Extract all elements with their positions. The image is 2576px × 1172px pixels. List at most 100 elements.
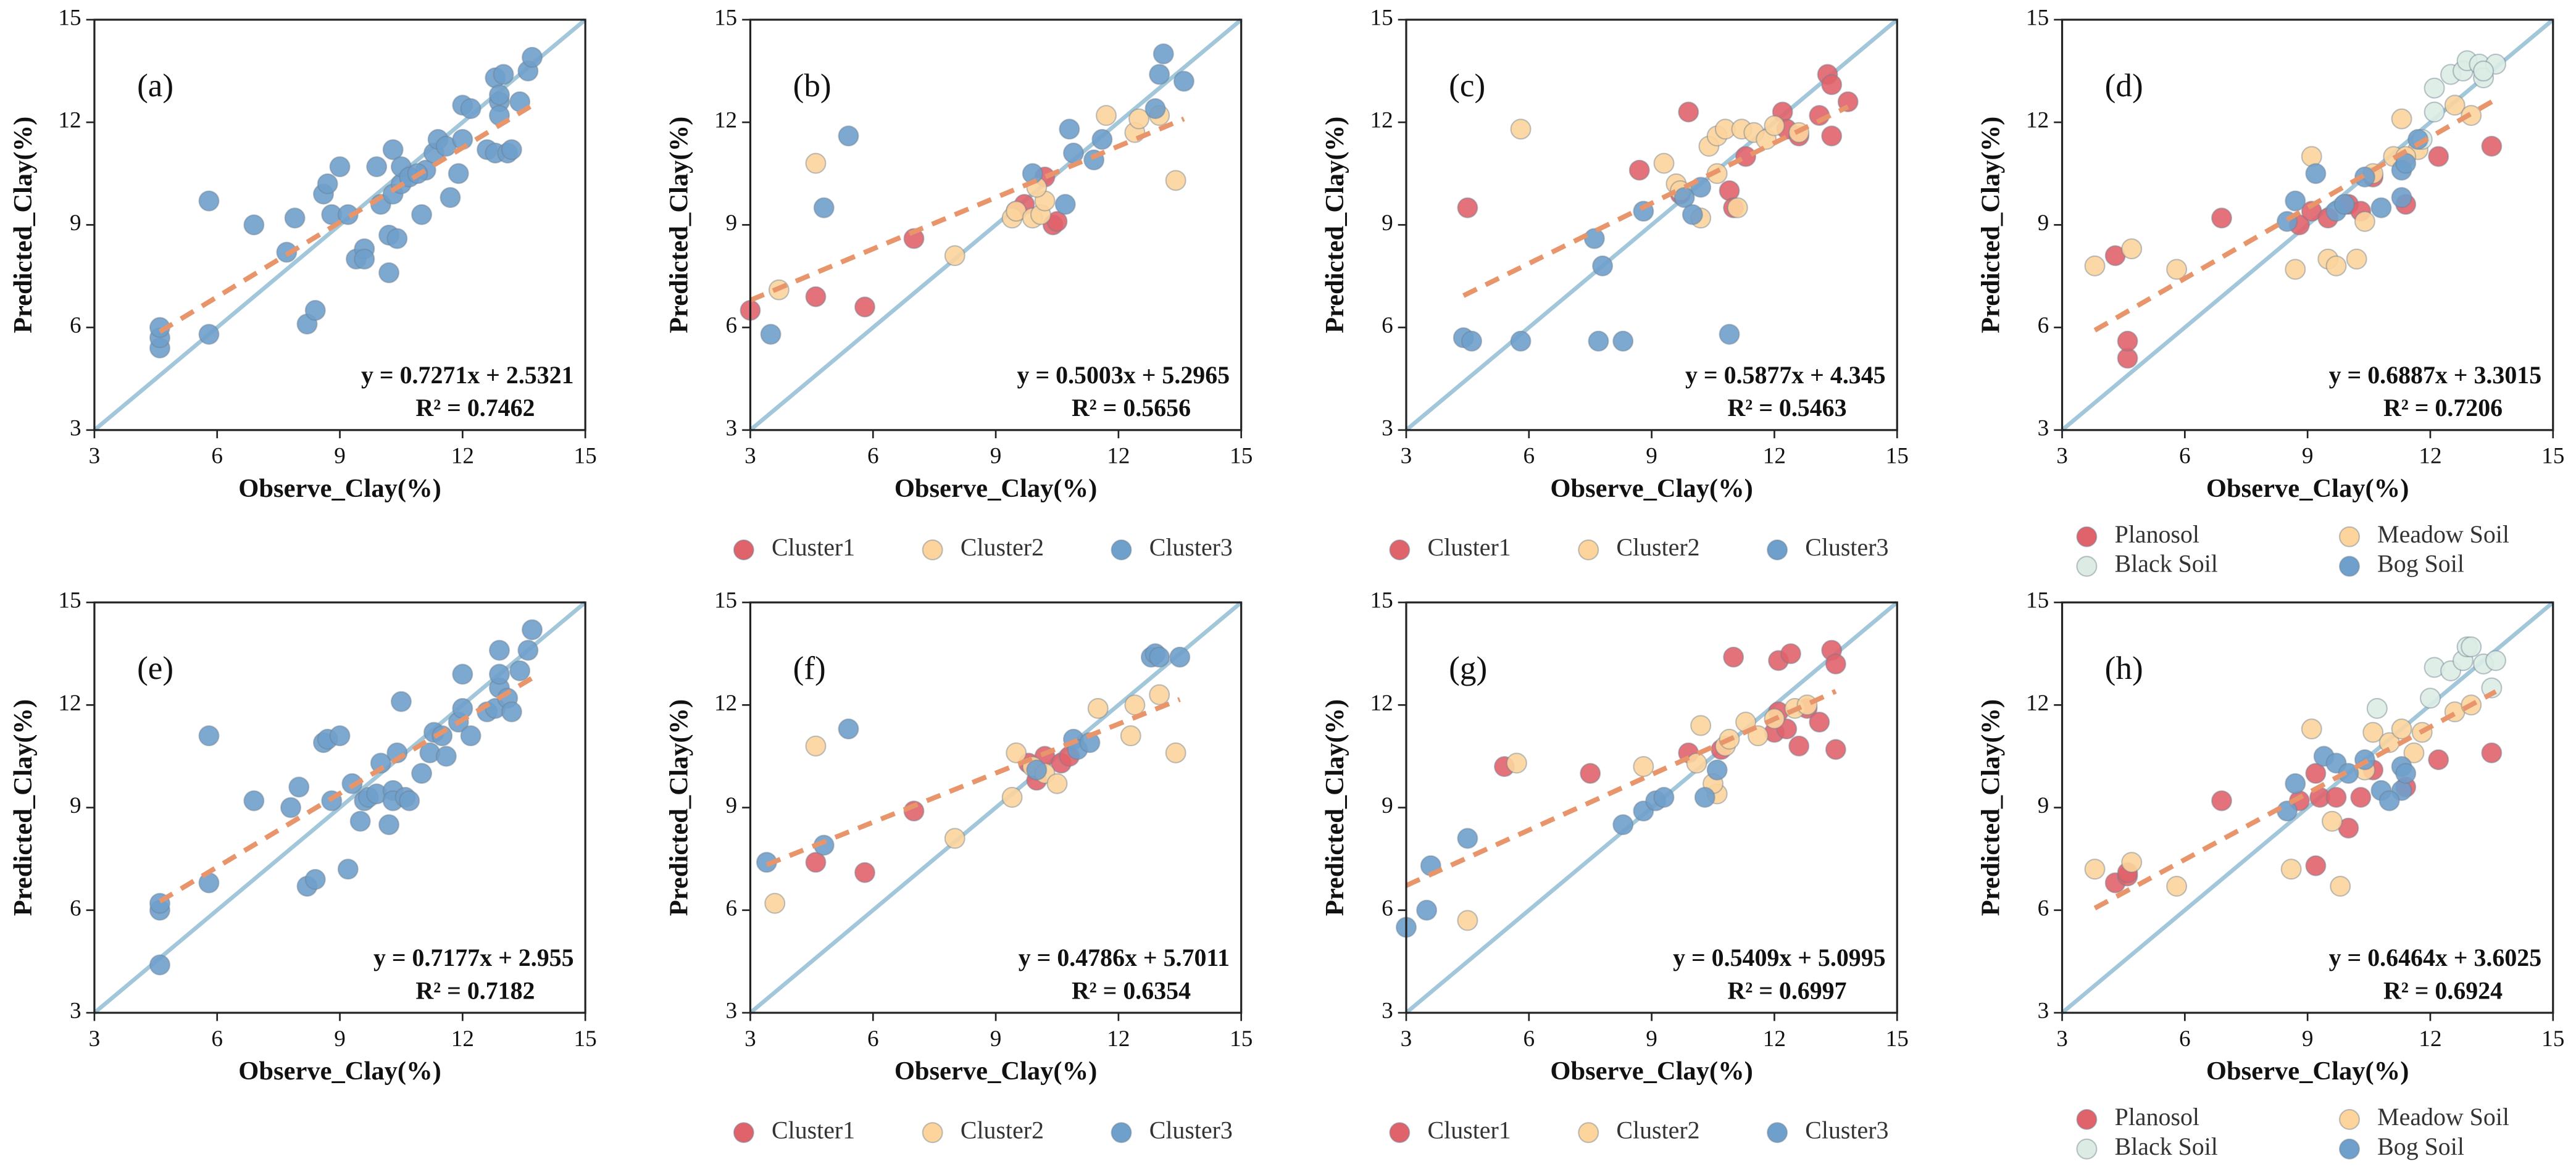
point <box>1149 64 1170 85</box>
y-tick-label: 9 <box>726 793 738 818</box>
point <box>1149 646 1170 668</box>
point <box>354 248 375 270</box>
point <box>411 204 433 225</box>
point <box>378 262 400 283</box>
panel-title: (e) <box>137 650 173 686</box>
x-tick-label: 6 <box>867 1026 879 1052</box>
x-tick-label: 9 <box>334 1026 346 1052</box>
point <box>2419 688 2441 709</box>
legend-label: Bog Soil <box>2377 1133 2464 1160</box>
point <box>1821 74 1843 96</box>
y-tick-label: 15 <box>714 588 737 613</box>
point <box>2362 721 2384 743</box>
point <box>2280 858 2302 880</box>
point <box>1719 323 1740 345</box>
y-tick-label: 3 <box>70 999 81 1024</box>
y-tick-label: 6 <box>1382 313 1393 338</box>
point <box>149 954 170 976</box>
legend-label: Meadow Soil <box>2377 520 2509 548</box>
panel: 3 6 9 12 15 3 6 9 12 15 (h) y = 0.6464x + 3.6025 R² … <box>1977 588 2565 1160</box>
legend-label: Cluster2 <box>961 1116 1044 1144</box>
point <box>460 98 481 120</box>
y-tick-label: 12 <box>1370 691 1393 716</box>
point <box>2366 697 2388 719</box>
x-tick-label: 3 <box>89 444 101 469</box>
point <box>2285 773 2306 794</box>
y-tick-label: 6 <box>726 313 738 338</box>
x-tick-label: 15 <box>1886 444 1909 469</box>
point <box>2424 77 2445 99</box>
y-tick-label: 6 <box>726 896 738 921</box>
equation: y = 0.6887x + 3.3015 <box>2329 361 2542 389</box>
x-tick-label: 12 <box>451 1026 474 1052</box>
fit-line <box>1462 104 1849 298</box>
point <box>2391 718 2412 740</box>
x-tick-label: 6 <box>1524 1026 1535 1052</box>
point <box>1580 763 1601 784</box>
x-axis-label: Observe_Clay(%) <box>238 474 441 503</box>
panel-title: (c) <box>1449 67 1485 104</box>
r-squared: R² = 0.5463 <box>1727 394 1846 422</box>
point <box>2481 135 2503 157</box>
r-squared: R² = 0.6354 <box>1072 976 1191 1004</box>
x-tick-label: 15 <box>574 444 597 469</box>
point <box>1592 255 1614 276</box>
legend-marker <box>1767 1122 1788 1144</box>
point <box>370 752 391 774</box>
x-axis-label: Observe_Clay(%) <box>238 1057 441 1086</box>
point <box>760 323 782 345</box>
point <box>448 163 469 185</box>
legend-label: Planosol <box>2115 1103 2199 1131</box>
x-tick-label: 3 <box>1401 1026 1412 1052</box>
y-tick-label: 15 <box>714 5 737 30</box>
point <box>1612 814 1634 836</box>
y-tick-label: 3 <box>726 999 738 1024</box>
legend-marker <box>2076 1138 2098 1160</box>
point <box>2403 742 2425 763</box>
y-tick-label: 6 <box>2038 896 2049 921</box>
x-axis-label: Observe_Clay(%) <box>2206 474 2409 503</box>
point <box>1120 725 1141 747</box>
point <box>304 868 326 890</box>
y-tick-label: 12 <box>58 691 81 716</box>
y-axis-label: Predicted_Clay(%) <box>665 117 694 333</box>
y-tick-label: 12 <box>714 108 737 133</box>
panel: 3 6 9 12 15 3 6 9 12 15 (c) y = 0.5877x + 4.345 R² =… <box>1320 5 1909 561</box>
point <box>2378 790 2400 812</box>
point <box>366 156 388 178</box>
identity-line <box>749 601 1243 1015</box>
legend-label: Cluster1 <box>772 533 855 561</box>
point <box>337 204 359 225</box>
point <box>2354 166 2375 188</box>
r-squared: R² = 0.6997 <box>1727 976 1846 1004</box>
point <box>854 296 876 318</box>
y-tick-label: 12 <box>1370 108 1393 133</box>
point <box>1059 118 1080 140</box>
point <box>2428 146 2449 167</box>
legend-label: Cluster1 <box>1428 1116 1511 1144</box>
point <box>304 299 326 321</box>
fit-line <box>749 116 1185 303</box>
point <box>198 190 220 212</box>
point <box>1674 187 1695 209</box>
y-tick-label: 15 <box>58 5 81 30</box>
point <box>2084 858 2106 880</box>
point <box>2166 875 2188 897</box>
x-tick-label: 9 <box>334 444 346 469</box>
legend-marker <box>2338 1108 2360 1130</box>
point <box>2211 790 2233 812</box>
x-tick-label: 15 <box>574 1026 597 1052</box>
point <box>2285 190 2306 212</box>
point <box>1128 108 1150 130</box>
point <box>1633 756 1654 778</box>
point <box>2485 650 2507 671</box>
legend-label: Bog Soil <box>2377 550 2464 578</box>
y-tick-label: 6 <box>2038 313 2049 338</box>
fit-line <box>2093 689 2497 911</box>
point <box>288 776 310 798</box>
point <box>805 286 827 307</box>
legend-marker <box>2076 526 2098 547</box>
legend-marker <box>1389 1122 1411 1144</box>
y-tick-label: 6 <box>70 896 81 921</box>
